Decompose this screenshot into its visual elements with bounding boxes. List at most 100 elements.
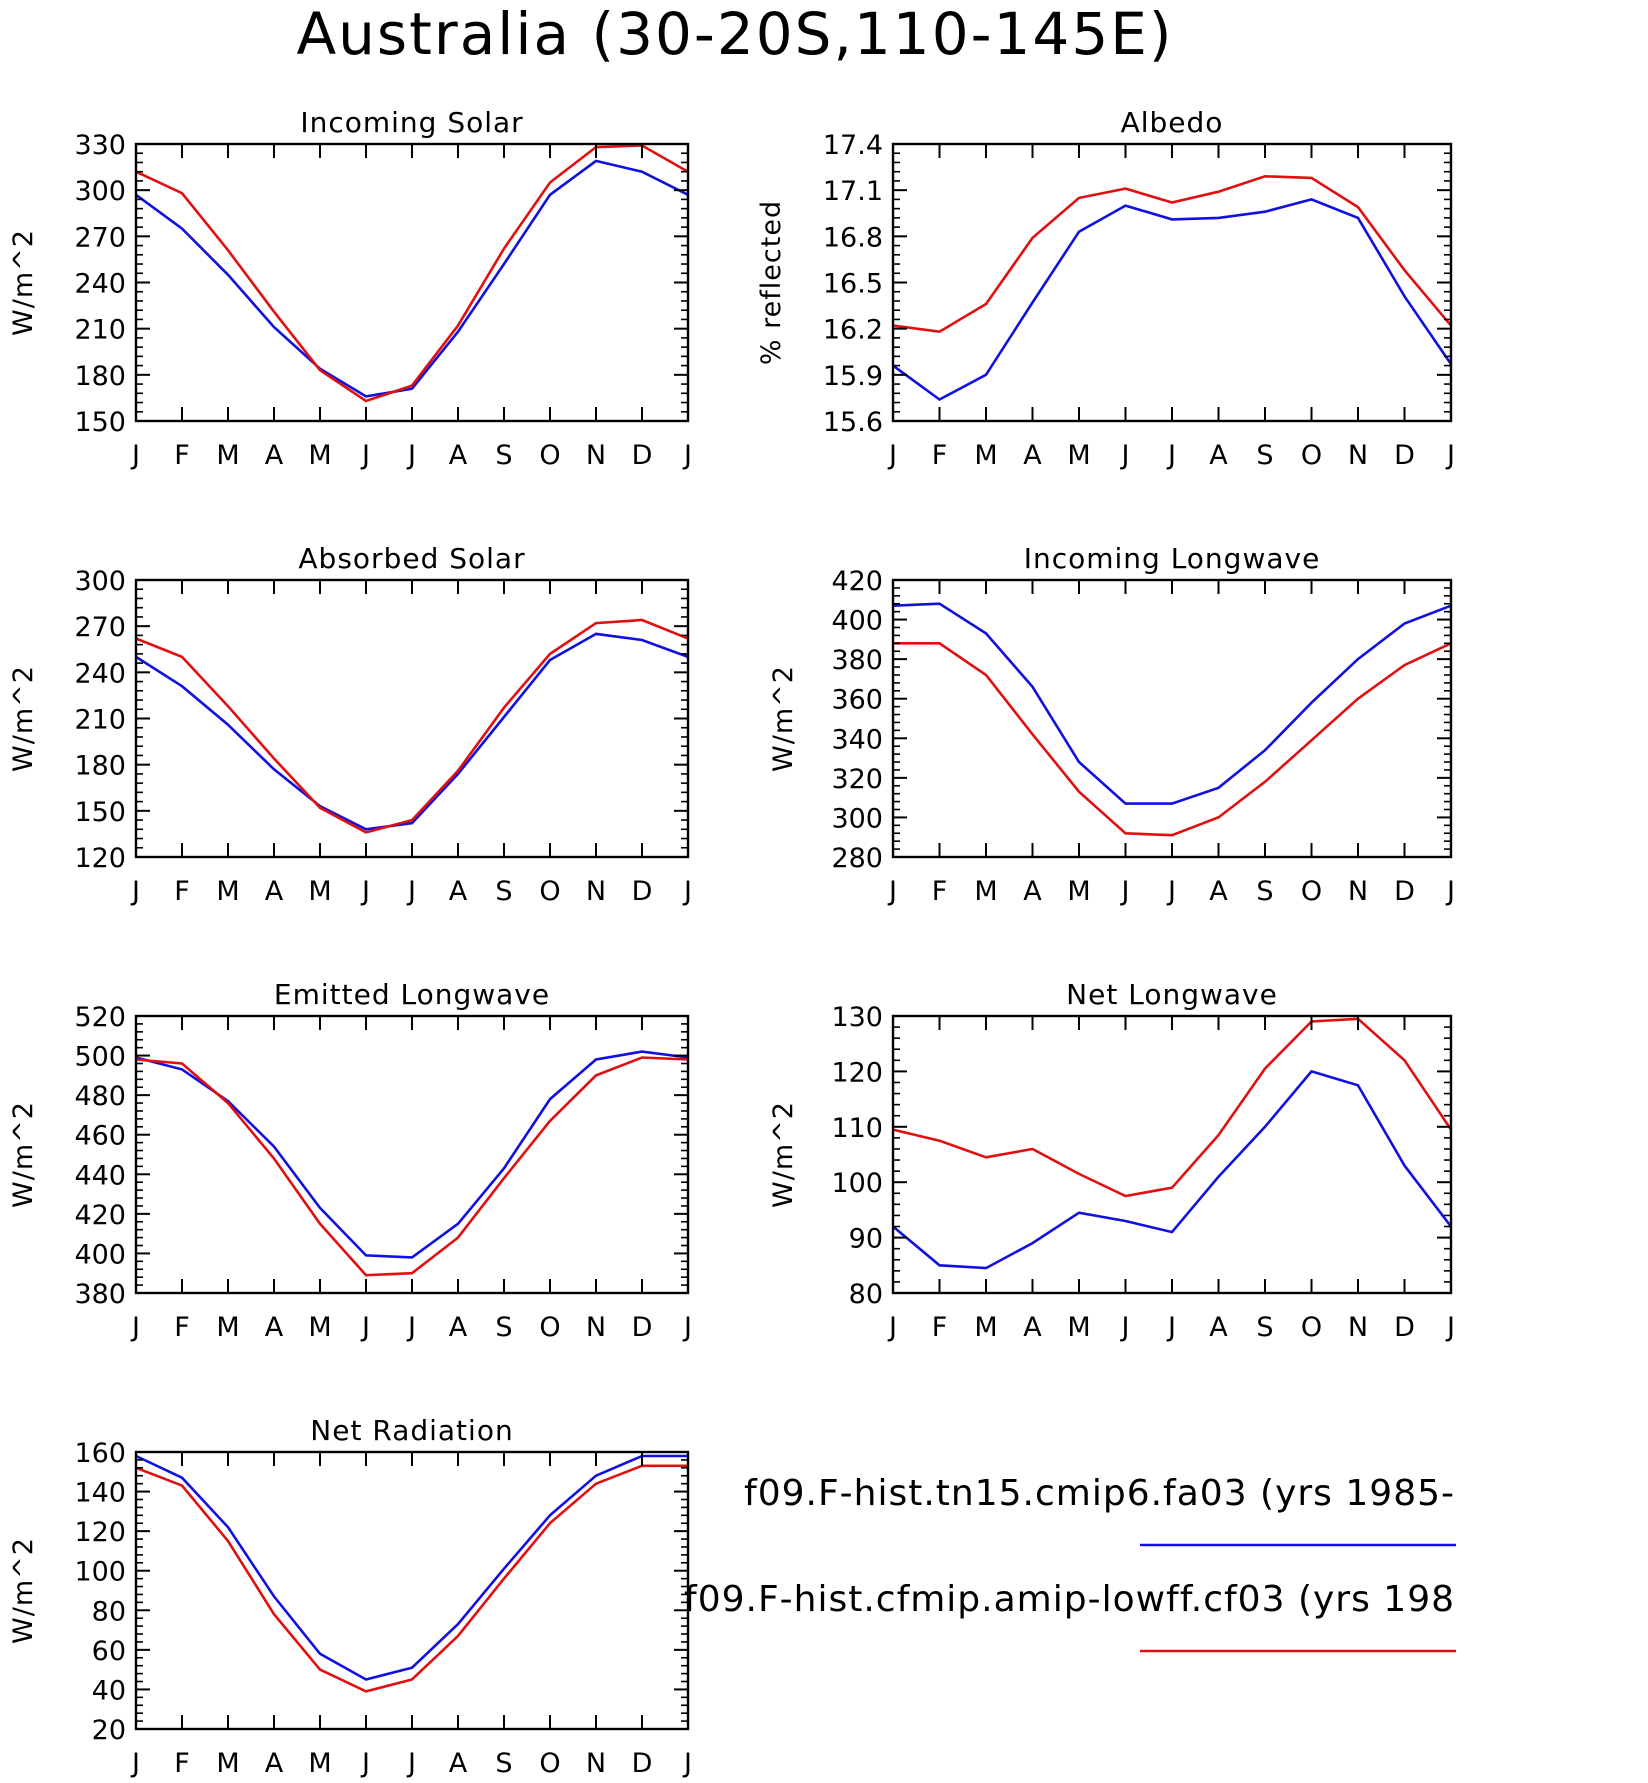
x-tick-label: S <box>495 440 512 471</box>
y-tick-label: 240 <box>74 269 126 300</box>
x-tick-label: D <box>1394 440 1415 471</box>
x-tick-label: M <box>1067 876 1090 907</box>
y-tick-label: 180 <box>74 361 126 392</box>
series-line <box>892 1017 1453 1198</box>
series-line <box>892 174 1452 334</box>
y-tick-label: 210 <box>74 315 126 346</box>
panel-title: Emitted Longwave <box>274 978 550 1011</box>
x-tick-label: J <box>1166 440 1176 471</box>
x-tick-label: J <box>406 1312 416 1343</box>
y-axis-label: W/m^2 <box>768 665 799 772</box>
y-tick-label: 270 <box>74 222 126 253</box>
series-line <box>135 159 689 398</box>
y-tick-label: 330 <box>74 130 126 161</box>
x-tick-label: F <box>932 440 948 471</box>
x-tick-label: A <box>265 876 284 907</box>
y-axis-label: W/m^2 <box>8 1101 39 1208</box>
y-tick-label: 100 <box>831 1168 883 1199</box>
x-tick-label: N <box>586 876 606 907</box>
x-tick-label: J <box>406 876 416 907</box>
y-tick-label: 15.9 <box>823 361 883 392</box>
x-tick-label: N <box>1348 440 1368 471</box>
x-tick-label: O <box>539 1312 560 1343</box>
y-tick-label: 17.4 <box>823 130 883 161</box>
panel-title: Net Longwave <box>1066 978 1278 1011</box>
legend: f09.F-hist.tn15.cmip6.fa03 (yrs 1985- f09… <box>684 1473 1456 1653</box>
x-tick-label: A <box>449 876 468 907</box>
page-title: Australia (30-20S,110-145E) <box>296 0 1173 68</box>
y-tick-label: 17.1 <box>823 176 883 207</box>
x-tick-label: S <box>1256 1312 1273 1343</box>
x-tick-label: D <box>632 1748 653 1779</box>
x-tick-label: M <box>308 1312 331 1343</box>
x-tick-label: N <box>1348 876 1368 907</box>
y-tick-label: 80 <box>92 1596 126 1627</box>
y-tick-label: 500 <box>74 1042 126 1073</box>
x-tick-label: F <box>174 1312 190 1343</box>
y-tick-label: 16.2 <box>823 315 883 346</box>
x-tick-label: J <box>1445 440 1455 471</box>
x-tick-label: D <box>1394 876 1415 907</box>
x-tick-label: A <box>1023 876 1042 907</box>
x-tick-label: J <box>406 1748 416 1779</box>
y-tick-label: 400 <box>831 606 883 637</box>
y-tick-label: 150 <box>74 797 126 828</box>
panel-title: Albedo <box>1121 106 1224 139</box>
y-tick-label: 120 <box>74 843 126 874</box>
x-tick-label: J <box>682 1312 692 1343</box>
x-tick-label: A <box>265 440 284 471</box>
x-tick-label: D <box>632 1312 653 1343</box>
y-tick-label: 380 <box>74 1279 126 1310</box>
x-tick-label: N <box>1348 1312 1368 1343</box>
x-tick-label: M <box>216 1748 239 1779</box>
y-tick-label: 360 <box>831 685 883 716</box>
x-tick-label: F <box>174 1748 190 1779</box>
x-tick-label: A <box>1209 1312 1228 1343</box>
x-tick-label: J <box>682 1748 692 1779</box>
y-tick-label: 520 <box>74 1002 126 1033</box>
x-tick-label: J <box>406 440 416 471</box>
x-tick-label: M <box>1067 440 1090 471</box>
y-axis-label: W/m^2 <box>768 1101 799 1208</box>
y-tick-label: 320 <box>831 764 883 795</box>
x-tick-label: A <box>265 1748 284 1779</box>
y-tick-label: 300 <box>74 176 126 207</box>
x-tick-label: J <box>682 440 692 471</box>
x-tick-label: J <box>130 876 140 907</box>
x-tick-label: N <box>586 1312 606 1343</box>
x-tick-label: J <box>887 440 897 471</box>
x-tick-label: M <box>974 1312 997 1343</box>
x-tick-label: J <box>1445 876 1455 907</box>
y-tick-label: 90 <box>849 1224 883 1255</box>
y-tick-label: 20 <box>92 1715 126 1746</box>
x-tick-label: M <box>308 1748 331 1779</box>
plot-frame <box>134 142 690 423</box>
y-tick-label: 180 <box>74 751 126 782</box>
series-line <box>135 618 689 834</box>
plot-frame <box>891 578 1453 859</box>
x-tick-label: M <box>216 876 239 907</box>
panel-title: Incoming Longwave <box>1024 542 1321 575</box>
series-line <box>135 144 689 403</box>
y-tick-label: 280 <box>831 843 883 874</box>
x-tick-label: A <box>1209 440 1228 471</box>
x-tick-label: F <box>174 876 190 907</box>
x-tick-label: J <box>1166 1312 1176 1343</box>
x-tick-label: D <box>632 876 653 907</box>
y-tick-label: 340 <box>831 724 883 755</box>
series-line <box>135 1050 689 1259</box>
series-line <box>135 632 689 831</box>
y-tick-label: 380 <box>831 645 883 676</box>
y-tick-label: 100 <box>74 1557 126 1588</box>
x-tick-label: F <box>932 876 948 907</box>
x-tick-label: M <box>216 440 239 471</box>
series-line <box>135 1454 688 1681</box>
x-tick-label: S <box>1256 876 1273 907</box>
